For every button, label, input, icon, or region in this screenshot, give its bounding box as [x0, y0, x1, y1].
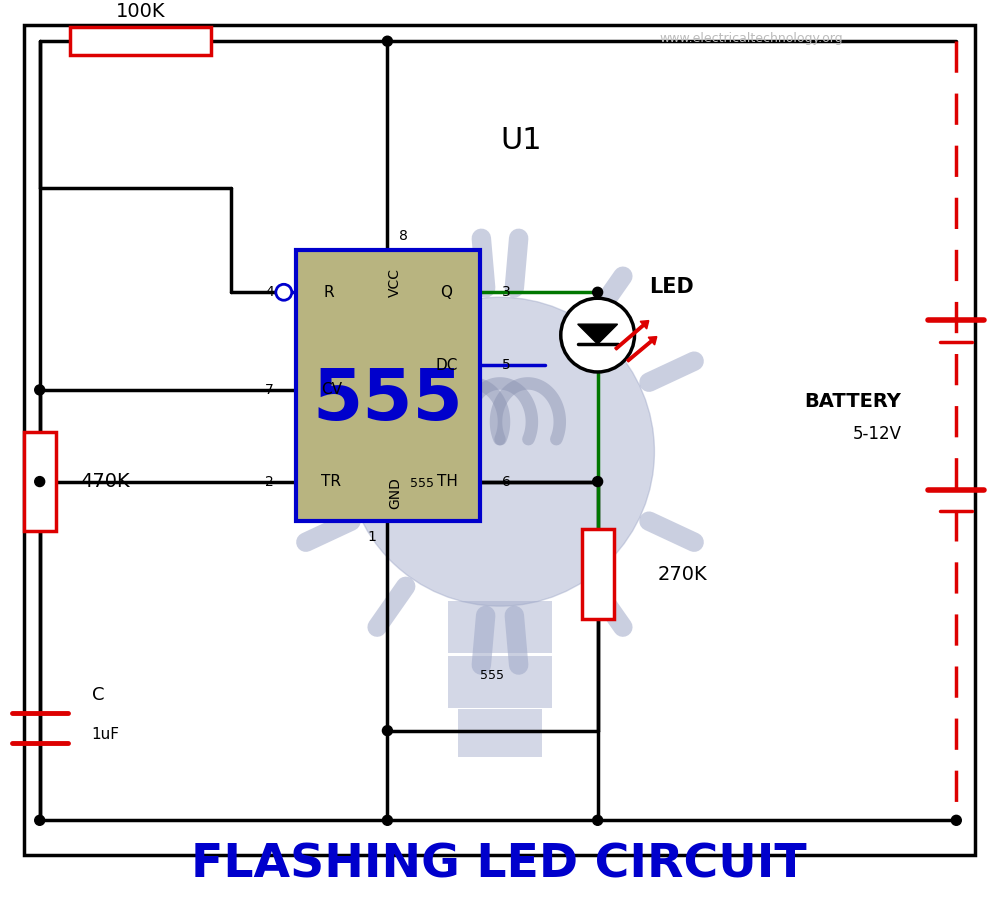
Bar — [581, 529, 613, 619]
Circle shape — [35, 477, 45, 487]
Text: 100K: 100K — [116, 2, 165, 21]
Text: DC: DC — [436, 357, 459, 373]
Circle shape — [951, 815, 961, 825]
Text: R: R — [324, 285, 335, 300]
FancyArrow shape — [626, 337, 656, 362]
Text: CV: CV — [321, 383, 342, 397]
Circle shape — [560, 299, 634, 372]
Text: 8: 8 — [399, 230, 408, 243]
Text: 5-12V: 5-12V — [852, 424, 901, 443]
Text: 7: 7 — [265, 383, 274, 397]
Text: U1: U1 — [500, 127, 541, 156]
Text: VCC: VCC — [389, 268, 403, 297]
Bar — [449, 601, 551, 653]
Text: 555: 555 — [411, 477, 435, 491]
Text: GND: GND — [389, 478, 403, 510]
Polygon shape — [577, 324, 617, 344]
Circle shape — [346, 297, 654, 606]
Text: Q: Q — [441, 285, 453, 300]
Circle shape — [383, 726, 393, 736]
Circle shape — [592, 287, 602, 297]
Text: TH: TH — [438, 474, 459, 489]
Circle shape — [35, 815, 45, 825]
Text: 555: 555 — [481, 670, 504, 682]
Text: 4: 4 — [265, 285, 274, 300]
Text: www.electricaltechnology.org: www.electricaltechnology.org — [659, 32, 843, 44]
Bar — [459, 709, 541, 757]
Text: 1uF: 1uF — [92, 727, 120, 742]
Circle shape — [276, 284, 292, 300]
Text: C: C — [92, 686, 104, 704]
Text: FLASHING LED CIRCUIT: FLASHING LED CIRCUIT — [191, 843, 807, 888]
Bar — [70, 27, 211, 55]
Circle shape — [592, 815, 602, 825]
Bar — [449, 656, 551, 708]
Text: 3: 3 — [501, 285, 510, 300]
Circle shape — [592, 477, 602, 487]
Text: LED: LED — [649, 277, 694, 297]
Circle shape — [383, 36, 393, 46]
Circle shape — [35, 385, 45, 395]
Circle shape — [383, 815, 393, 825]
FancyArrow shape — [614, 320, 648, 350]
Text: 5: 5 — [501, 358, 510, 372]
Text: TR: TR — [321, 474, 341, 489]
Text: 470K: 470K — [80, 472, 129, 491]
Bar — [24, 432, 56, 531]
Bar — [296, 251, 481, 521]
Text: BATTERY: BATTERY — [804, 393, 901, 412]
Text: 555: 555 — [312, 367, 463, 435]
Text: 6: 6 — [501, 474, 510, 489]
Text: 2: 2 — [265, 474, 274, 489]
Text: 270K: 270K — [657, 565, 707, 584]
Text: 1: 1 — [367, 530, 376, 545]
